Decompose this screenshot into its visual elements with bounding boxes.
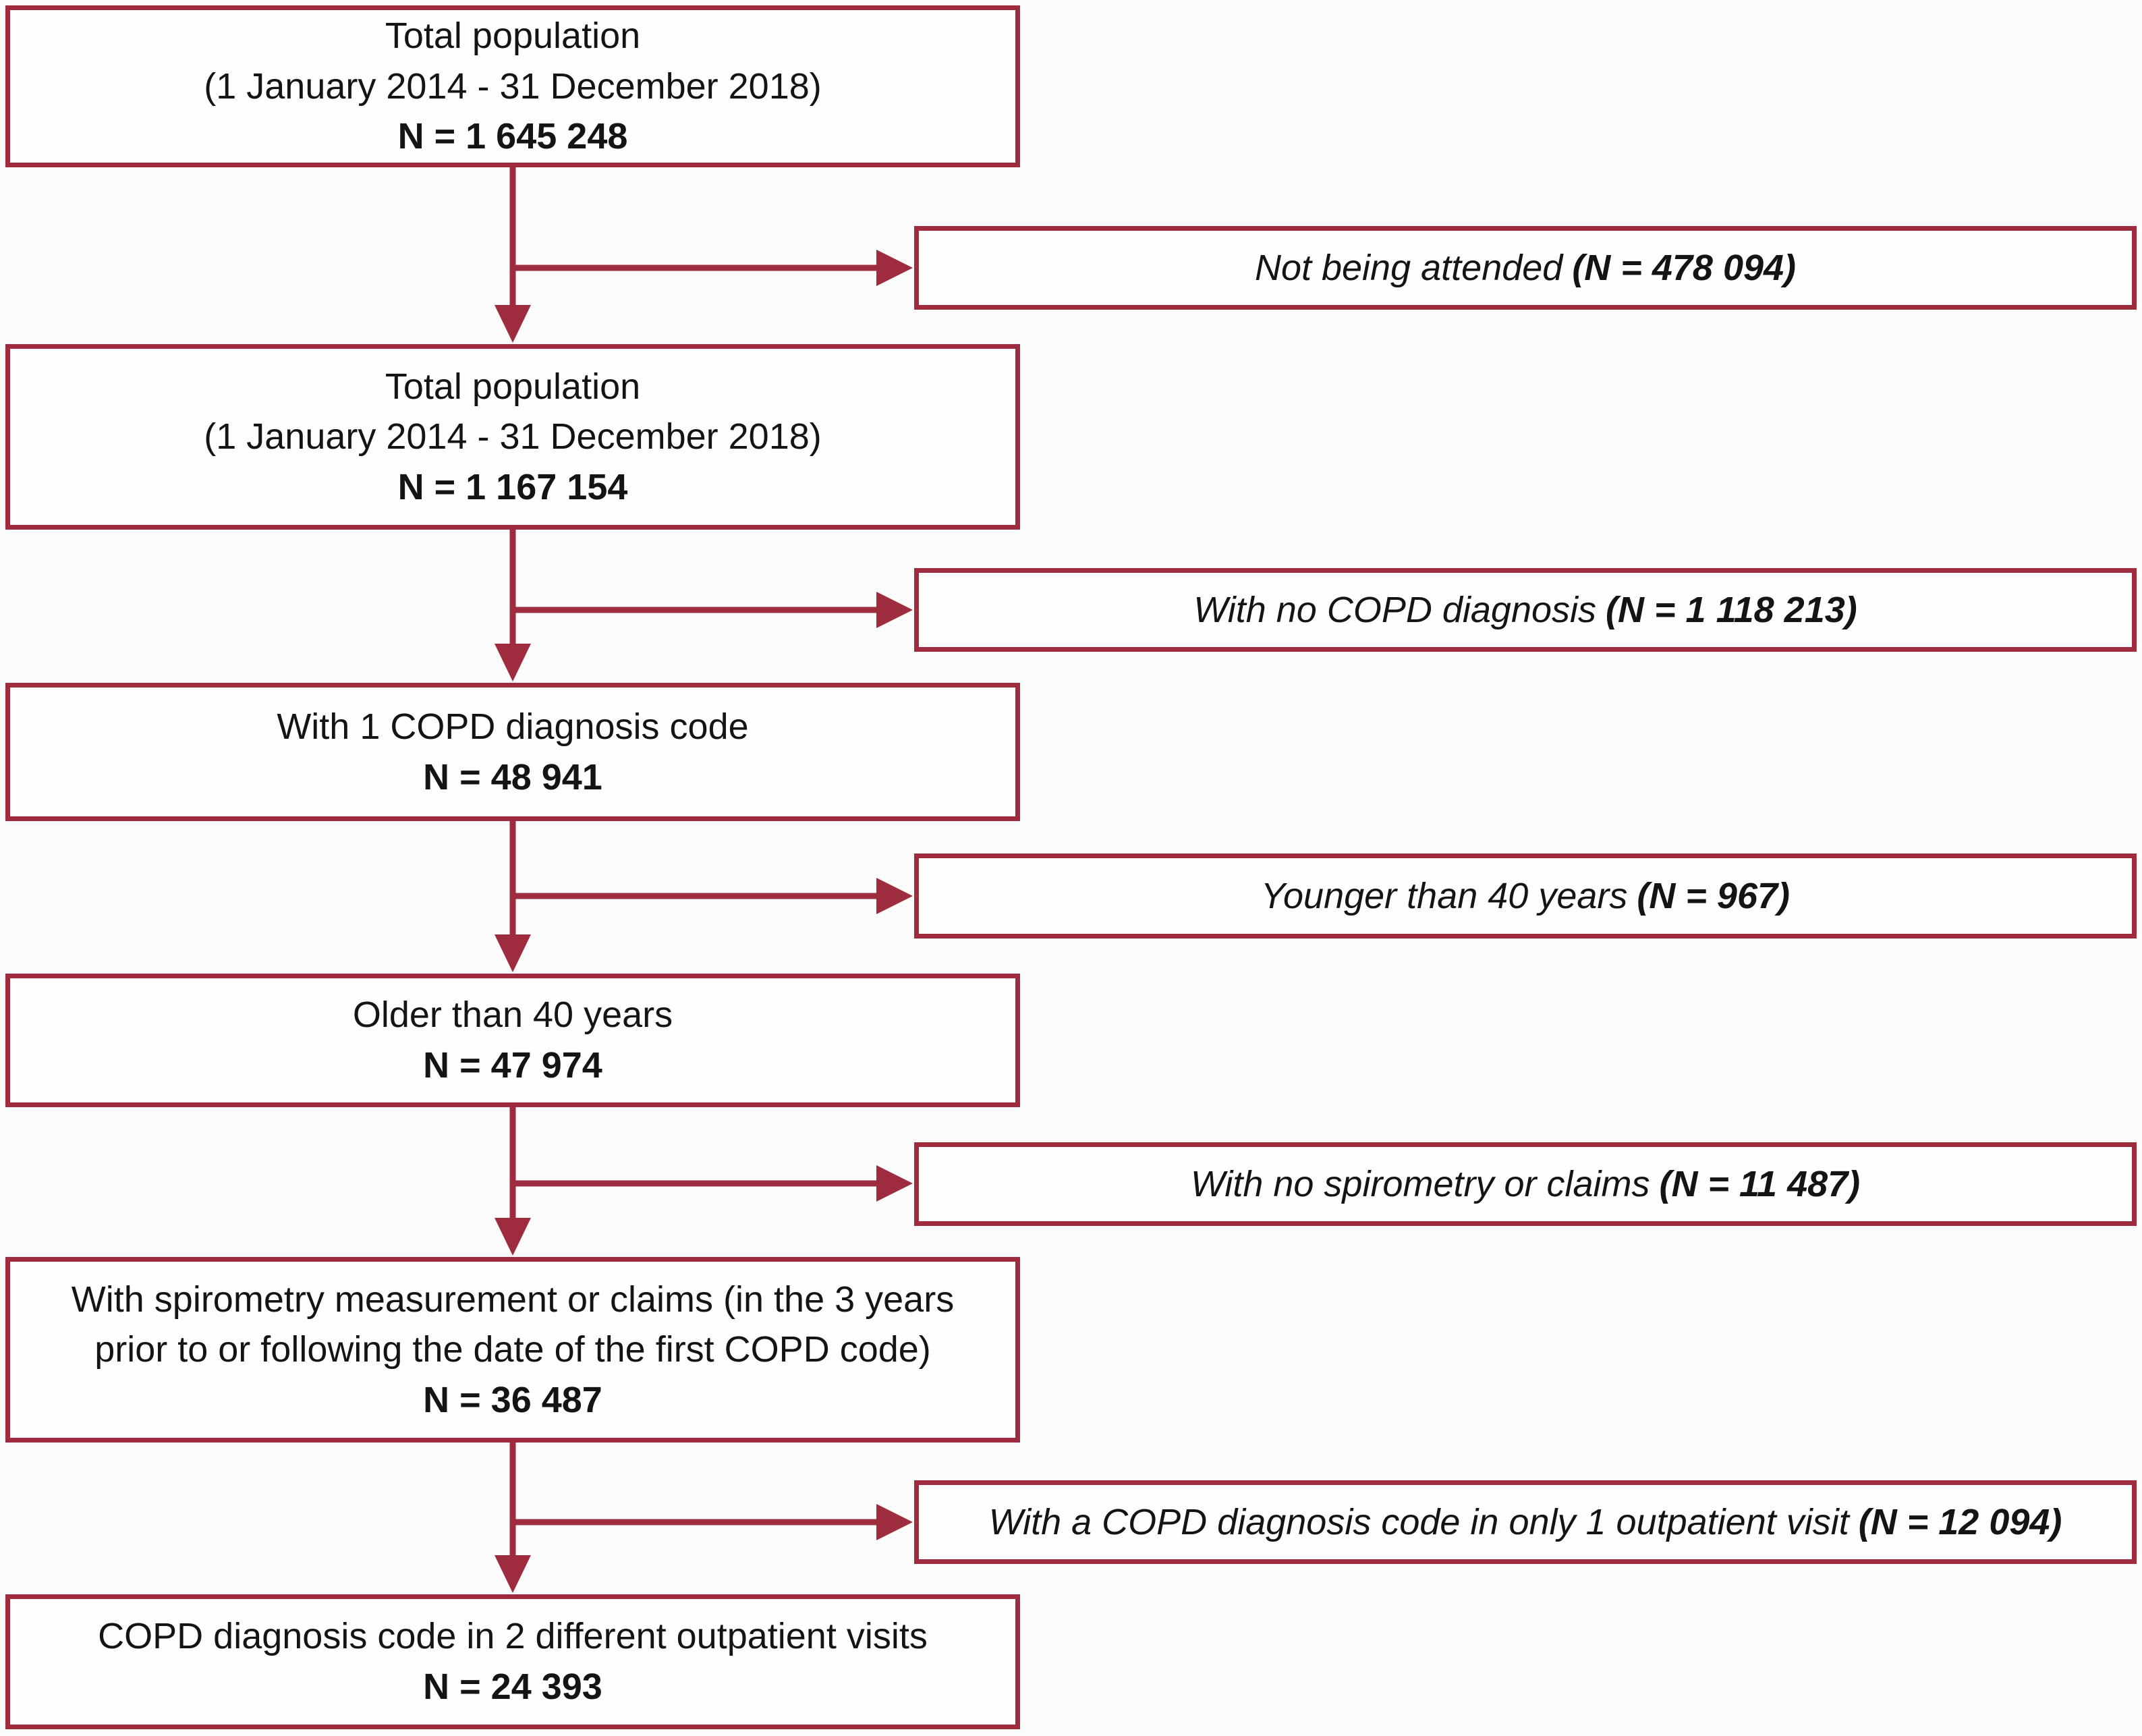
exclusion-box-no-spirometry: With no spirometry or claims (N = 11 487… bbox=[914, 1142, 2137, 1226]
box-n-value: N = 1 167 154 bbox=[397, 466, 628, 507]
box-n-value: N = 47 974 bbox=[423, 1045, 602, 1086]
box-text-line: COPD diagnosis code in 2 different outpa… bbox=[98, 1616, 928, 1657]
connector-step-4 bbox=[495, 1107, 913, 1256]
connector-step-3 bbox=[495, 820, 913, 972]
exclusion-text: With no spirometry or claims bbox=[1190, 1164, 1650, 1204]
connector-step-1 bbox=[495, 167, 913, 343]
box-text-line: Older than 40 years bbox=[352, 995, 673, 1036]
exclusion-n-value: (N = 967) bbox=[1637, 876, 1790, 916]
box-text-line: (1 January 2014 - 31 December 2018) bbox=[204, 416, 822, 457]
exclusion-n-value: (N = 11 487) bbox=[1659, 1164, 1861, 1204]
exclusion-box-single-outpatient-visit: With a COPD diagnosis code in only 1 out… bbox=[914, 1480, 2137, 1564]
exclusion-text: With a COPD diagnosis code in only 1 out… bbox=[988, 1502, 1849, 1542]
box-n-value: N = 1 645 248 bbox=[397, 116, 628, 157]
box-n-value: N = 48 941 bbox=[423, 756, 602, 797]
connector-step-2 bbox=[495, 530, 913, 681]
exclusion-n-value: (N = 478 094) bbox=[1572, 248, 1797, 288]
box-n-value: N = 36 487 bbox=[423, 1379, 602, 1420]
box-n-value: N = 24 393 bbox=[423, 1667, 602, 1707]
exclusion-text: Not being attended bbox=[1254, 248, 1563, 288]
exclusion-box-not-attended: Not being attended (N = 478 094) bbox=[914, 226, 2137, 310]
exclusion-box-younger-than-40: Younger than 40 years (N = 967) bbox=[914, 853, 2137, 939]
connector-step-5 bbox=[495, 1442, 913, 1593]
exclusion-text: With no COPD diagnosis bbox=[1193, 590, 1597, 630]
box-text-line: prior to or following the date of the fi… bbox=[94, 1329, 931, 1370]
exclusion-box-no-copd-diagnosis: With no COPD diagnosis (N = 1 118 213) bbox=[914, 568, 2137, 652]
box-text-line: Total population bbox=[385, 366, 641, 407]
flow-box-older-than-40: Older than 40 years N = 47 974 bbox=[5, 974, 1020, 1107]
box-text-line: Total population bbox=[385, 16, 641, 57]
exclusion-text: Younger than 40 years bbox=[1260, 876, 1628, 916]
flow-box-final-cohort: COPD diagnosis code in 2 different outpa… bbox=[5, 1594, 1020, 1729]
flow-box-spirometry-or-claims: With spirometry measurement or claims (i… bbox=[5, 1257, 1020, 1443]
exclusion-n-value: (N = 1 118 213) bbox=[1606, 590, 1857, 630]
flow-box-one-copd-code: With 1 COPD diagnosis code N = 48 941 bbox=[5, 683, 1020, 821]
box-text-line: With 1 COPD diagnosis code bbox=[277, 706, 749, 747]
box-text-line: With spirometry measurement or claims (i… bbox=[71, 1279, 955, 1320]
flow-box-total-population: Total population (1 January 2014 - 31 De… bbox=[5, 5, 1020, 167]
flow-box-attended-population: Total population (1 January 2014 - 31 De… bbox=[5, 344, 1020, 530]
exclusion-n-value: (N = 12 094) bbox=[1858, 1502, 2062, 1542]
box-text-line: (1 January 2014 - 31 December 2018) bbox=[204, 65, 822, 107]
